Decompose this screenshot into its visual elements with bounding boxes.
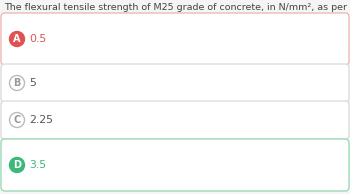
FancyBboxPatch shape [1, 64, 349, 102]
Text: 0.5: 0.5 [29, 34, 47, 44]
Text: 2.25: 2.25 [29, 115, 54, 125]
Text: The flexural tensile strength of M25 grade of concrete, in N/mm², as per IS:456-: The flexural tensile strength of M25 gra… [4, 3, 350, 12]
Circle shape [9, 158, 25, 172]
Text: 3.5: 3.5 [29, 160, 47, 170]
Circle shape [9, 75, 25, 90]
Text: A: A [13, 34, 21, 44]
Text: 5: 5 [29, 78, 36, 88]
FancyBboxPatch shape [1, 101, 349, 139]
Circle shape [9, 113, 25, 127]
FancyBboxPatch shape [1, 139, 349, 191]
FancyBboxPatch shape [1, 13, 349, 65]
Circle shape [9, 31, 25, 47]
Text: C: C [13, 115, 21, 125]
Text: B: B [13, 78, 21, 88]
Text: D: D [13, 160, 21, 170]
